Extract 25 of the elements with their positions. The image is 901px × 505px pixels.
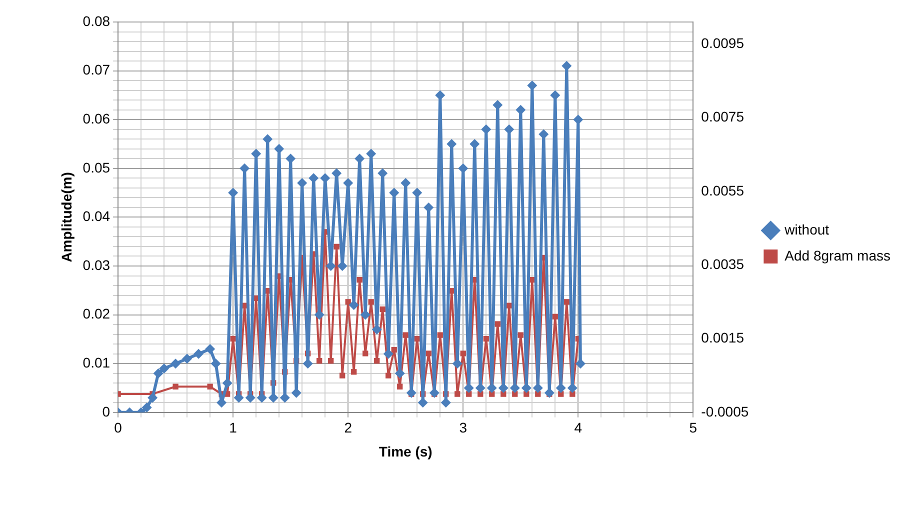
y2-tick-label: 0.0035 (701, 256, 744, 272)
x-tick-label: 5 (689, 420, 698, 436)
y-tick-label: 0 (102, 403, 110, 420)
x-tick-label: 1 (229, 420, 238, 436)
y-tick-label: 0.06 (82, 110, 110, 126)
x-tick-label: 2 (344, 420, 352, 436)
y-tick-label: 0.01 (82, 354, 110, 370)
y-tick-label: 0.07 (82, 62, 110, 78)
y-axis-title: Amplitude(m) (58, 172, 74, 262)
y2-tick-label: -0.0005 (701, 403, 749, 420)
y2-tick-label: 0.0075 (701, 108, 744, 125)
y2-tick-label: 0.0055 (701, 182, 744, 198)
x-tick-label: 0 (114, 420, 122, 436)
x-axis-title: Time (s) (378, 443, 432, 460)
y-tick-label: 0.02 (82, 306, 110, 322)
legend-label: without (784, 221, 830, 238)
y2-tick-label: 0.0095 (701, 34, 744, 51)
y-tick-label: 0.08 (82, 12, 110, 29)
y-tick-label: 0.03 (82, 256, 110, 273)
x-tick-label: 4 (574, 420, 582, 436)
y-tick-label: 0.04 (82, 208, 110, 224)
y-tick-label: 0.05 (82, 159, 110, 176)
y2-tick-label: 0.0015 (701, 330, 744, 346)
x-tick-label: 3 (459, 420, 468, 436)
legend-label: Add 8gram mass (784, 247, 890, 264)
